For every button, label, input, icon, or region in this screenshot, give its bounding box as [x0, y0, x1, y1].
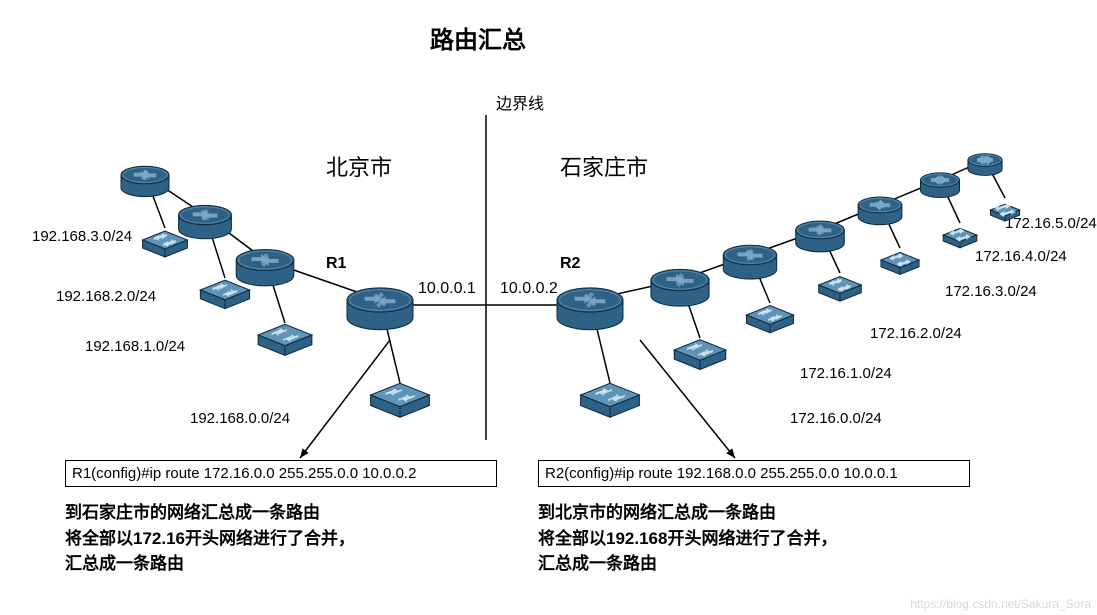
diagram-stage: { "title": "路由汇总", "boundary_label": "边界…	[0, 0, 1097, 615]
device-layer	[0, 0, 1097, 615]
watermark: https://blog.csdn.net/Sakura_Sora	[910, 597, 1091, 611]
